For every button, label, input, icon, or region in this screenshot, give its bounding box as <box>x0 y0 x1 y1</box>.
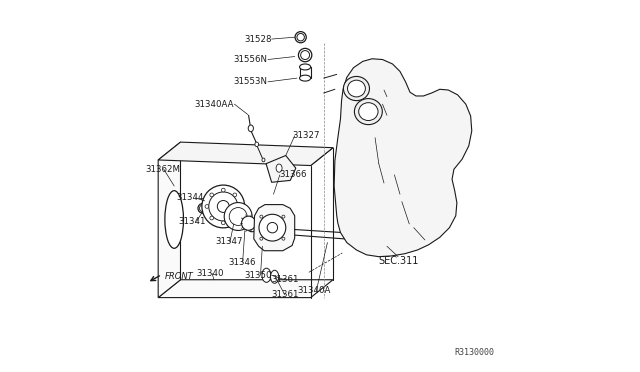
Text: 31366: 31366 <box>279 170 307 179</box>
Text: SEC.311: SEC.311 <box>378 256 419 266</box>
Text: 31327: 31327 <box>292 131 319 140</box>
Circle shape <box>221 188 225 192</box>
Ellipse shape <box>209 192 238 221</box>
Circle shape <box>238 205 241 208</box>
Text: 31340A: 31340A <box>297 286 330 295</box>
Ellipse shape <box>241 216 255 230</box>
Text: 31361: 31361 <box>271 275 298 284</box>
Ellipse shape <box>358 103 378 121</box>
Circle shape <box>233 216 237 220</box>
Polygon shape <box>158 142 333 166</box>
Ellipse shape <box>276 164 282 172</box>
Ellipse shape <box>344 77 369 101</box>
Ellipse shape <box>355 99 382 125</box>
Polygon shape <box>254 205 294 251</box>
Circle shape <box>233 193 237 197</box>
Circle shape <box>221 221 225 225</box>
Ellipse shape <box>351 233 358 241</box>
Polygon shape <box>334 59 472 257</box>
Text: 31556N: 31556N <box>233 55 267 64</box>
Text: 31350: 31350 <box>245 271 273 280</box>
Text: 31341: 31341 <box>178 217 205 226</box>
Text: FRONT: FRONT <box>164 272 193 280</box>
Ellipse shape <box>262 158 265 162</box>
Text: 31344: 31344 <box>177 193 204 202</box>
Text: 31340AA: 31340AA <box>194 100 234 109</box>
Ellipse shape <box>297 33 305 41</box>
Ellipse shape <box>262 268 271 282</box>
Polygon shape <box>266 155 296 182</box>
Ellipse shape <box>300 75 310 81</box>
Ellipse shape <box>248 125 253 132</box>
Circle shape <box>282 215 285 218</box>
Circle shape <box>260 215 263 218</box>
Ellipse shape <box>300 64 310 70</box>
Polygon shape <box>158 280 333 298</box>
Ellipse shape <box>198 203 207 213</box>
Text: 31347: 31347 <box>216 237 243 246</box>
Ellipse shape <box>271 270 278 283</box>
Text: 31361: 31361 <box>271 290 298 299</box>
Ellipse shape <box>218 201 229 212</box>
Ellipse shape <box>229 208 247 225</box>
Ellipse shape <box>348 80 365 97</box>
Text: 31362M: 31362M <box>145 165 180 174</box>
Text: 31346: 31346 <box>229 258 257 267</box>
Ellipse shape <box>295 32 306 43</box>
Circle shape <box>210 193 214 197</box>
Circle shape <box>260 237 263 240</box>
Ellipse shape <box>298 48 312 62</box>
Text: 31340: 31340 <box>196 269 224 278</box>
Ellipse shape <box>165 191 184 248</box>
Ellipse shape <box>224 202 252 230</box>
Text: R3130000: R3130000 <box>455 348 495 357</box>
Text: 31528: 31528 <box>244 35 271 44</box>
Circle shape <box>282 237 285 240</box>
Text: 31553N: 31553N <box>233 77 267 86</box>
Ellipse shape <box>301 51 310 60</box>
Polygon shape <box>158 142 180 298</box>
Circle shape <box>205 205 209 208</box>
Ellipse shape <box>267 222 278 233</box>
Circle shape <box>210 216 214 220</box>
Ellipse shape <box>255 142 259 147</box>
Ellipse shape <box>202 185 244 228</box>
Ellipse shape <box>200 205 206 212</box>
Ellipse shape <box>259 214 286 241</box>
